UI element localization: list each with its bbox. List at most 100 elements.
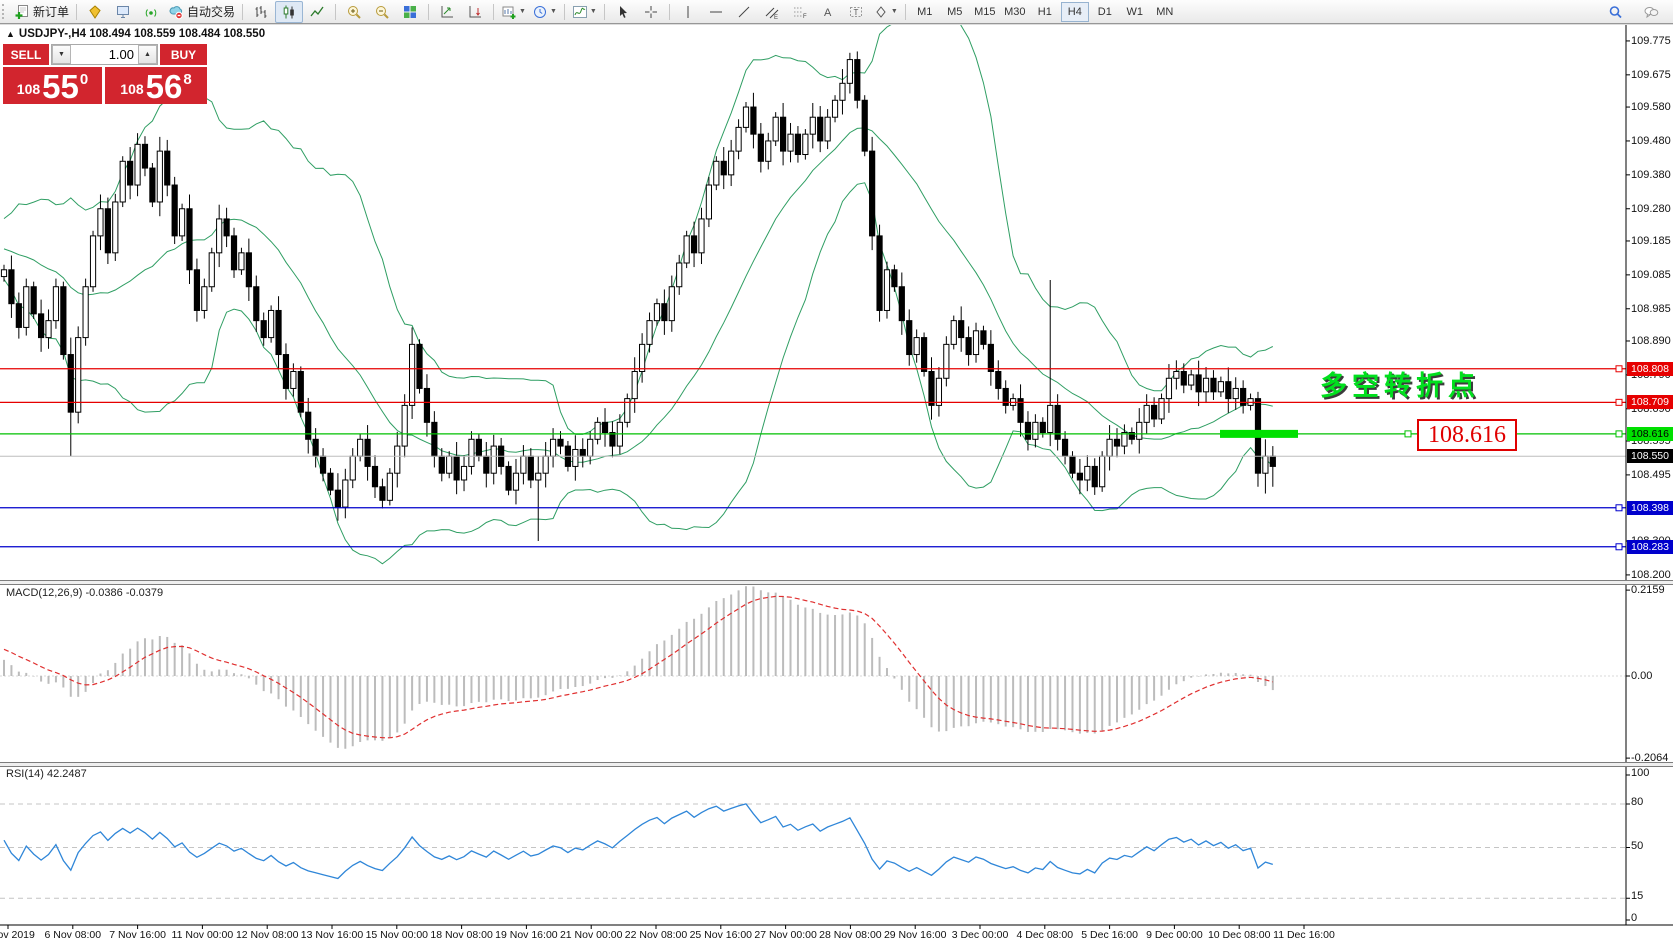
time-tick: 4 Dec 08:00 — [1016, 929, 1074, 941]
line-handle[interactable] — [1615, 543, 1623, 551]
line-handle[interactable] — [1615, 430, 1623, 438]
search-button[interactable] — [1601, 1, 1629, 23]
bollinger-lower-line[interactable] — [3, 182, 1274, 565]
new-order-button[interactable]: 新订单 — [11, 1, 72, 23]
toolbar-separator — [428, 3, 430, 20]
zoom-out-button[interactable] — [368, 1, 396, 23]
toolbar-grip[interactable] — [2, 4, 8, 19]
sell-price-button[interactable]: 108 55 0 — [3, 67, 102, 104]
line-chart-button[interactable] — [303, 1, 331, 23]
label-button[interactable]: T — [842, 1, 870, 23]
timeframe-w1-button[interactable]: W1 — [1126, 5, 1144, 18]
market-watch-button[interactable] — [81, 1, 109, 23]
timeframe-h1-button[interactable]: H1 — [1037, 5, 1052, 18]
cursor-button[interactable] — [609, 1, 637, 23]
volume-stepper: ▼ 1.00 ▲ — [51, 44, 158, 65]
time-tick: 12 Nov 08:00 — [235, 929, 299, 941]
symbol-info-row: ▲ USDJPY-,H4 108.494 108.559 108.484 108.… — [6, 28, 265, 40]
toolbar-separator — [493, 3, 495, 20]
buy-price-button[interactable]: 108 56 8 — [105, 67, 207, 104]
toolbar-separator — [904, 3, 906, 20]
dropdown-arrow-icon[interactable]: ▼ — [519, 8, 526, 15]
price-tick: 108.985 — [1631, 302, 1671, 315]
level-price-box[interactable]: 108.616 — [1417, 419, 1517, 451]
new-chart-button[interactable]: ▼ — [498, 1, 529, 23]
rsi-tick: 0 — [1631, 912, 1638, 924]
line-handle[interactable] — [1615, 398, 1623, 406]
bollinger-middle-line[interactable] — [3, 127, 1273, 463]
timeframe-m30-button[interactable]: M30 — [1004, 5, 1026, 18]
volume-decrease-button[interactable]: ▼ — [52, 45, 71, 64]
macd-signal-line[interactable] — [3, 595, 1273, 739]
time-tick: 5 Nov 2019 — [0, 929, 35, 941]
price-tick: 109.775 — [1631, 34, 1671, 47]
autotrade-button[interactable]: 自动交易 — [165, 1, 238, 23]
channel-button[interactable]: E — [758, 1, 786, 23]
price-tick: 108.200 — [1631, 568, 1671, 581]
rsi-pane-separator[interactable] — [0, 762, 1673, 767]
timeframe-m15-button[interactable]: M15 — [974, 5, 996, 18]
sell-button[interactable]: SELL — [3, 44, 49, 65]
turning-point-annotation[interactable]: 多空转折点 — [1320, 371, 1480, 401]
candles-chart-button[interactable] — [275, 0, 304, 23]
rsi-label: RSI(14) 42.2487 — [6, 768, 87, 780]
timeframe-mn-button[interactable]: MN — [1156, 5, 1174, 18]
svg-text:T: T — [853, 8, 858, 17]
toolbar: 新订单 自动交易 ▼ ▼ ▼ E F A T ▼ M1 M5 M15 M30 H1 H4 D1 W1 MN — [0, 0, 1673, 24]
time-tick: 9 Dec 00:00 — [1146, 929, 1203, 941]
dropdown-arrow-icon[interactable]: ▼ — [589, 8, 597, 15]
rsi-line[interactable] — [3, 803, 1273, 880]
time-tick: 11 Dec 16:00 — [1273, 929, 1335, 941]
shapes-button[interactable]: ▼ — [870, 1, 901, 23]
indicators-button[interactable]: ▼ — [569, 1, 600, 23]
timeframe-d1-button[interactable]: D1 — [1097, 5, 1112, 18]
profiles-icon — [533, 5, 546, 18]
volume-increase-button[interactable]: ▲ — [138, 45, 157, 64]
text-button[interactable]: A — [814, 1, 842, 23]
macd-pane — [0, 586, 1626, 749]
buy-button[interactable]: BUY — [160, 44, 207, 65]
fibonacci-button[interactable]: F — [786, 1, 814, 23]
arrange-left-button[interactable] — [433, 1, 461, 23]
timeframe-h4-button[interactable]: H4 — [1060, 1, 1089, 22]
time-tick: 25 Nov 16:00 — [689, 929, 753, 941]
text-icon: A — [824, 7, 832, 19]
tile-windows-button[interactable] — [396, 1, 424, 23]
price-tick: 109.380 — [1631, 168, 1671, 181]
sell-price-big: 55 — [42, 68, 79, 105]
chat-button[interactable] — [1637, 1, 1665, 23]
bars-chart-button[interactable] — [247, 1, 275, 23]
current-price-badge: 108.550 — [1627, 449, 1673, 464]
crosshair-button[interactable] — [637, 1, 665, 23]
macd-pane-separator[interactable] — [0, 580, 1673, 585]
zoom-in-button[interactable] — [340, 1, 368, 23]
dropdown-arrow-icon[interactable]: ▼ — [890, 8, 898, 15]
collapse-arrow-icon[interactable]: ▲ — [6, 29, 15, 39]
toolbar-separator — [603, 3, 605, 20]
timeframe-m5-button[interactable]: M5 — [947, 5, 963, 18]
thick-level-segment[interactable] — [1220, 429, 1298, 438]
arrange-right-button[interactable] — [461, 1, 489, 23]
channel-icon: E — [765, 7, 779, 20]
bollinger-upper-line[interactable] — [3, 0, 1274, 435]
vline-button[interactable] — [674, 1, 702, 23]
line-handle[interactable] — [1615, 365, 1623, 373]
trendline-button[interactable] — [730, 1, 758, 23]
rsi-tick: 80 — [1631, 796, 1644, 808]
price-tick: 109.675 — [1631, 68, 1671, 81]
rsi-tick: 50 — [1631, 839, 1644, 852]
volume-field[interactable]: 1.00 — [108, 47, 134, 62]
time-tick: 7 Nov 16:00 — [109, 929, 166, 941]
terminal-button[interactable] — [109, 1, 137, 23]
timeframe-m1-button[interactable]: M1 — [917, 5, 933, 18]
signals-button[interactable] — [137, 1, 165, 23]
line-handle[interactable] — [1404, 430, 1412, 438]
signals-icon — [145, 8, 157, 17]
line-handle[interactable] — [1615, 504, 1623, 512]
dropdown-arrow-icon[interactable]: ▼ — [549, 8, 557, 15]
axes — [0, 23, 1673, 929]
hline-button[interactable] — [702, 1, 730, 23]
profiles-button[interactable]: ▼ — [529, 1, 560, 23]
time-tick: 19 Nov 16:00 — [495, 929, 558, 941]
